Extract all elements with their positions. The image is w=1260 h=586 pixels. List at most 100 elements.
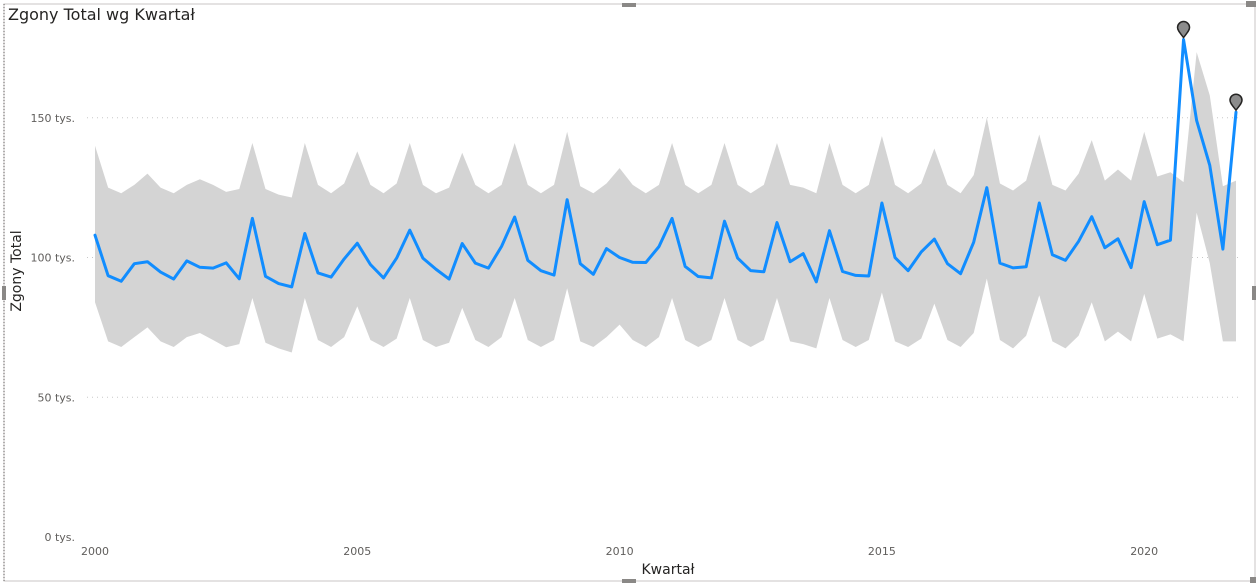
data-point[interactable] [564,197,570,203]
data-point[interactable] [354,240,360,246]
data-point[interactable] [997,260,1003,266]
data-point[interactable] [682,263,688,269]
data-point[interactable] [276,281,282,287]
chart-title: Zgony Total wg Kwartał [8,5,195,24]
series-line [93,38,1238,289]
data-point[interactable] [1049,252,1055,258]
data-point[interactable] [197,264,203,270]
data-point[interactable] [656,244,662,250]
data-point[interactable] [131,261,137,267]
data-point[interactable] [472,260,478,266]
data-point[interactable] [695,274,701,280]
data-point[interactable] [1010,265,1016,271]
data-point[interactable] [722,218,728,224]
data-point[interactable] [1220,246,1226,252]
data-point[interactable] [315,270,321,276]
data-point[interactable] [525,257,531,263]
data-point[interactable] [958,271,964,277]
data-point[interactable] [512,214,518,220]
data-point[interactable] [249,215,255,221]
data-point[interactable] [341,256,347,262]
data-point[interactable] [236,276,242,282]
data-point[interactable] [643,260,649,266]
anomaly-marker-icon[interactable] [1229,93,1243,112]
data-point[interactable] [748,268,754,274]
series-line-path[interactable] [93,38,1238,289]
x-tick-label: 2010 [606,545,634,558]
anomaly-marker-icon[interactable] [1176,20,1191,39]
data-point[interactable] [1128,265,1134,271]
data-point[interactable] [289,284,295,290]
data-point[interactable] [1207,162,1213,168]
data-point[interactable] [840,269,846,275]
data-point[interactable] [1154,242,1160,248]
data-point[interactable] [1102,245,1108,251]
data-point[interactable] [420,255,426,261]
y-axis-ticks: 0 tys. 50 tys. 100 tys. 150 tys. [30,112,75,544]
data-point[interactable] [433,266,439,272]
data-point[interactable] [590,271,596,277]
data-point[interactable] [944,261,950,267]
data-point[interactable] [1023,264,1029,270]
resize-handle-top-right[interactable] [1246,1,1256,7]
data-point[interactable] [407,227,413,233]
data-point[interactable] [879,200,885,206]
data-point[interactable] [630,259,636,265]
data-point[interactable] [669,215,675,221]
resize-handle-top[interactable] [622,3,636,7]
resize-handle-left[interactable] [2,286,6,300]
data-point[interactable] [826,228,832,234]
data-point[interactable] [931,236,937,242]
data-point[interactable] [617,255,623,261]
data-point[interactable] [118,278,124,284]
data-point[interactable] [105,273,111,279]
resize-handle-bottom[interactable] [622,579,636,583]
data-point[interactable] [184,258,190,264]
data-point[interactable] [905,268,911,274]
data-point[interactable] [892,255,898,261]
data-point[interactable] [262,273,268,279]
data-point[interactable] [144,259,150,265]
data-point[interactable] [800,251,806,257]
data-point[interactable] [367,262,373,268]
data-point[interactable] [774,220,780,226]
data-point[interactable] [394,255,400,261]
data-point[interactable] [1115,236,1121,242]
data-point[interactable] [1141,199,1147,205]
resize-handle-bottom-right[interactable] [1250,577,1256,583]
data-point[interactable] [538,268,544,274]
data-point[interactable] [577,261,583,267]
data-point[interactable] [210,265,216,271]
data-point[interactable] [551,272,557,278]
data-point[interactable] [1036,200,1042,206]
data-point[interactable] [302,230,308,236]
data-point[interactable] [761,269,767,275]
data-point[interactable] [485,265,491,271]
data-point[interactable] [171,276,177,282]
data-point[interactable] [1076,238,1082,244]
data-point[interactable] [1194,118,1200,124]
data-point[interactable] [92,232,98,238]
data-point[interactable] [446,276,452,282]
data-point[interactable] [158,269,164,275]
data-point[interactable] [499,243,505,249]
data-point[interactable] [603,246,609,252]
data-point[interactable] [866,273,872,279]
data-point[interactable] [1167,237,1173,243]
resize-handle-right[interactable] [1252,286,1256,300]
data-point[interactable] [1063,257,1069,263]
data-point[interactable] [787,259,793,265]
data-point[interactable] [971,239,977,245]
data-point[interactable] [459,241,465,247]
data-point[interactable] [223,260,229,266]
data-point[interactable] [853,272,859,278]
data-point[interactable] [984,185,990,191]
data-point[interactable] [328,274,334,280]
data-point[interactable] [708,275,714,281]
data-point[interactable] [1089,214,1095,220]
data-point[interactable] [735,255,741,261]
data-point[interactable] [381,275,387,281]
data-point[interactable] [813,279,819,285]
data-point[interactable] [918,249,924,255]
